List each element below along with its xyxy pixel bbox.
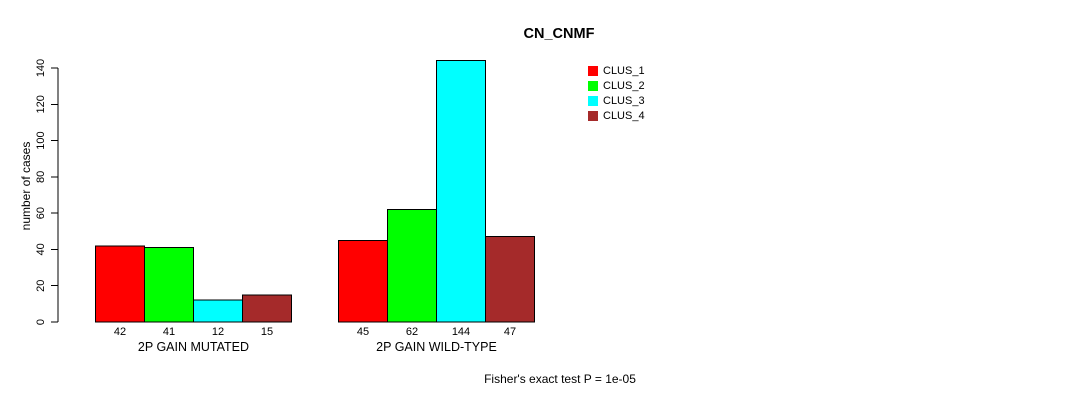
bar-value-label: 47 [504,326,516,338]
legend-label: CLUS_3 [603,94,645,107]
y-tick-label: 140 [35,59,47,77]
bar [485,236,535,323]
bar [193,299,243,323]
legend: CLUS_1 CLUS_2 CLUS_3 CLUS_4 [588,63,645,123]
bar-value-label: 41 [163,326,175,338]
y-tick-label: 60 [35,207,47,219]
y-tick-label: 40 [35,243,47,255]
chart-title: CN_CNMF [523,26,595,42]
y-tick-label: 100 [35,131,47,149]
bar [436,60,486,323]
bar-value-label: 42 [114,326,126,338]
bar-value-label: 15 [261,326,273,338]
legend-item: CLUS_4 [588,108,645,123]
legend-item: CLUS_3 [588,93,645,108]
legend-item: CLUS_1 [588,63,645,78]
legend-label: CLUS_1 [603,64,645,77]
bar-value-label: 144 [452,326,470,338]
annotation-text: Fisher's exact test P = 1e-05 [484,372,636,386]
category-label: 2P GAIN WILD-TYPE [376,340,497,354]
legend-swatch [588,80,598,91]
y-tick-label: 20 [35,280,47,292]
legend-label: CLUS_4 [603,109,645,122]
category-label: 2P GAIN MUTATED [138,340,249,354]
bar [387,209,437,323]
y-tick-label: 120 [35,95,47,113]
bar [144,247,194,323]
legend-item: CLUS_2 [588,78,645,93]
bar-value-label: 45 [357,326,369,338]
legend-swatch [588,65,598,76]
bar [95,245,145,323]
bar [242,294,292,323]
legend-swatch [588,95,598,106]
y-tick-label: 0 [35,319,47,325]
bar-value-label: 62 [406,326,418,338]
legend-swatch [588,110,598,121]
bar-value-label: 12 [212,326,224,338]
legend-label: CLUS_2 [603,79,645,92]
bar [338,239,388,323]
y-tick-label: 80 [35,171,47,183]
